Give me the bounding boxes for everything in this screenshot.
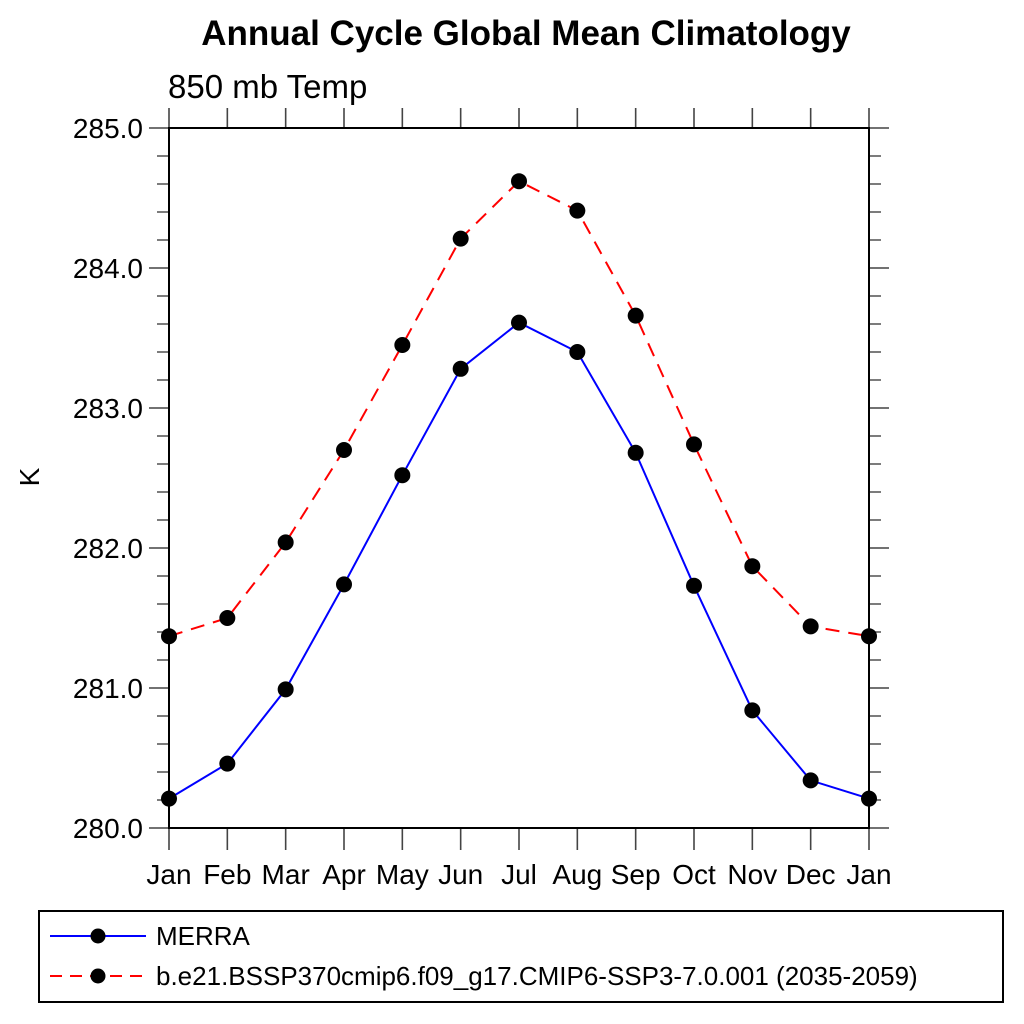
y-tick-label: 280.0 (73, 813, 143, 844)
legend-key-merra (50, 928, 146, 944)
data-point-marker (627, 444, 644, 461)
y-tick-label: 282.0 (73, 533, 143, 564)
y-tick-label: 283.0 (73, 393, 143, 424)
data-point-marker (744, 702, 761, 719)
data-point-marker (394, 337, 411, 353)
legend-key-marker (90, 928, 106, 944)
y-tick-label: 281.0 (73, 673, 143, 704)
data-point-marker (861, 628, 877, 645)
y-tick-label: 285.0 (73, 113, 143, 144)
series-line-model (168, 179, 870, 638)
plot-area: 280.0 281.0 282.0 283.0 284.0 285.0 Jan Feb Mar A… (73, 108, 892, 890)
legend-key-model (50, 968, 146, 984)
data-point-marker (452, 360, 469, 377)
data-point-marker (686, 577, 702, 594)
data-point-marker (802, 772, 819, 789)
data-point-marker (394, 467, 411, 484)
x-tick-label: Mar (262, 859, 310, 890)
data-point-marker (277, 534, 294, 551)
x-tick-label: Oct (672, 859, 716, 890)
data-point-marker (161, 790, 177, 807)
data-point-marker (511, 173, 527, 190)
x-tick-label: Jul (501, 859, 537, 890)
data-point-marker (219, 610, 236, 626)
data-point-marker (336, 442, 352, 458)
data-point-marker (686, 436, 702, 453)
x-tick-label: Dec (786, 859, 836, 890)
x-tick-label: Jan (146, 859, 191, 890)
legend-label-merra: MERRA (156, 920, 250, 951)
series-line-merra (168, 321, 870, 800)
data-point-marker (336, 576, 352, 593)
data-point-marker (277, 681, 294, 698)
legend-box: MERRA b.e21.BSSP370cmip6.f09_g17.CMIP6-S… (38, 910, 1004, 1003)
data-point-marker (627, 307, 644, 324)
data-point-marker (802, 618, 819, 635)
data-point-marker (161, 628, 177, 645)
x-tick-label: Aug (552, 859, 602, 890)
x-tick-label: Nov (727, 859, 777, 890)
legend-label-model: b.e21.BSSP370cmip6.f09_g17.CMIP6-SSP3-7.… (156, 960, 918, 991)
data-point-marker (219, 755, 236, 772)
data-point-marker (861, 790, 877, 807)
legend-key-marker (90, 968, 106, 984)
x-tick-label: Apr (322, 859, 366, 890)
data-point-marker (569, 202, 586, 219)
legend-item-merra: MERRA (40, 916, 1002, 956)
x-tick-label: Jan (846, 859, 891, 890)
data-point-marker (452, 230, 469, 247)
x-tick-label: Feb (203, 859, 251, 890)
chart-subtitle: 850 mb Temp (168, 68, 368, 105)
data-point-marker (744, 558, 761, 575)
axis-frame (168, 127, 870, 829)
y-tick-label: 284.0 (73, 253, 143, 284)
data-point-marker (569, 344, 586, 360)
chart-title: Annual Cycle Global Mean Climatology (201, 14, 851, 53)
data-point-marker (511, 314, 527, 331)
legend-item-model: b.e21.BSSP370cmip6.f09_g17.CMIP6-SSP3-7.… (40, 956, 1002, 996)
x-tick-label: May (376, 859, 429, 890)
x-tick-label: Jun (438, 859, 483, 890)
x-tick-label: Sep (611, 859, 661, 890)
